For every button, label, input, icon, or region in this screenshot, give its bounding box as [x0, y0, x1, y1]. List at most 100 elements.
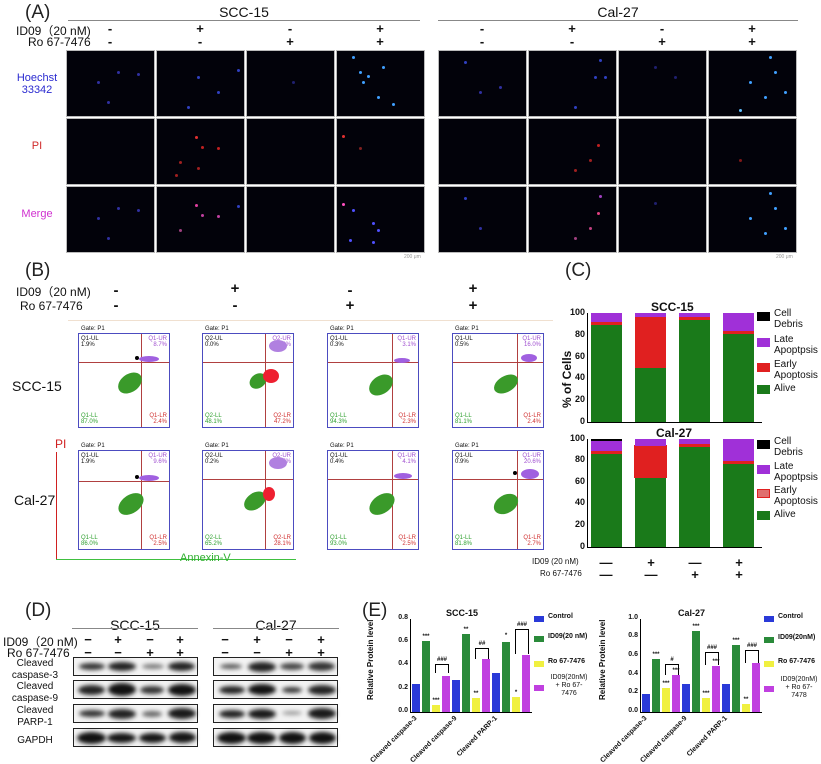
legend-swatch-late	[757, 465, 770, 474]
quadrant-ll-value: 81.8%	[455, 541, 473, 547]
gate-label: Gate: P1	[81, 326, 105, 332]
y-tick: 0	[579, 541, 585, 551]
chart-title: SCC-15	[651, 300, 694, 314]
treatment-label-ro: Ro 67-7476	[7, 646, 70, 660]
flow-plot: Gate: P1 Q2-UL 0.2% Q2-UR 6.5% Q2-LL 65.…	[202, 443, 294, 550]
bracket-marker: ##	[478, 641, 486, 647]
x-tick-label: Cleaved caspase-9	[409, 715, 459, 764]
row-label-scc15: SCC-15	[12, 378, 62, 394]
x-axis-label-annexin: Annexin-V	[180, 552, 231, 564]
y-tick: 0.0	[628, 707, 638, 714]
micrograph-merge	[66, 186, 155, 253]
quadrant-ur-value: 8.7%	[153, 342, 167, 348]
x-row-label-ro: Ro 67-7476	[540, 569, 582, 578]
y-tick: 0.2	[398, 684, 408, 691]
western-blot	[213, 704, 338, 723]
y-tick: 0.8	[628, 632, 638, 639]
micrograph-pi	[708, 118, 797, 185]
western-blot	[213, 680, 338, 699]
pm-sign: −	[84, 632, 92, 647]
annexin-axis-line	[56, 559, 296, 560]
significance-marker: ***	[702, 691, 710, 697]
quadrant-ll-value: 86.0%	[81, 541, 99, 547]
quadrant-lr-value: 2.5%	[402, 541, 416, 547]
quadrant-ur-value: 4.1%	[402, 459, 416, 465]
pm-sign: -	[659, 21, 665, 36]
gate-label: Gate: P1	[205, 326, 229, 332]
bracket-marker: #	[670, 657, 674, 663]
y-tick: 100	[569, 433, 585, 443]
micrograph-hoechst	[708, 50, 797, 117]
quadrant-ll: Q1-LL	[455, 413, 472, 419]
bar	[492, 673, 500, 712]
significance-marker: **	[473, 691, 479, 697]
y-tick: 1.0	[628, 614, 638, 621]
micrograph-merge	[528, 186, 617, 253]
legend-swatch-alive	[757, 511, 770, 520]
quadrant-ul: Q1-UL	[330, 453, 348, 459]
bracket-marker: ###	[706, 645, 717, 651]
quadrant-lr: Q1-LR	[149, 535, 167, 541]
legend-cell-debris: Cell Debris	[774, 308, 803, 330]
bar	[412, 684, 420, 712]
quadrant-ur-value: 9.6%	[153, 459, 167, 465]
quadrant-lr: Q2-LR	[273, 413, 291, 419]
quadrant-ur: Q1-UR	[148, 453, 167, 459]
legend-label: ID09(20nM) + Ro 67-7476	[550, 674, 588, 697]
quadrant-lr-value: 28.1%	[273, 541, 291, 547]
micrograph-pi	[66, 118, 155, 185]
significance-marker: **	[743, 697, 749, 703]
quadrant-lr: Q1-LR	[398, 535, 416, 541]
scale-bar: 200 μm	[404, 254, 421, 260]
legend-label: Ro 67-7476	[548, 658, 585, 665]
pm-sign: -	[569, 34, 575, 49]
panel-c-label: (C)	[565, 260, 592, 281]
bar	[482, 659, 490, 712]
legend-alive: Alive	[774, 383, 796, 394]
quadrant-lr-value: 2.7%	[527, 541, 541, 547]
quadrant-lr: Q2-LR	[273, 535, 291, 541]
western-blot	[213, 657, 338, 676]
quadrant-ul-value: 1.9%	[81, 459, 95, 465]
treatment-label-id09: ID09（20 nM)	[16, 285, 91, 299]
pm-sign: +	[468, 297, 478, 314]
x-tick-label: Cleaved caspase-9	[639, 715, 689, 764]
quadrant-lr-value: 2.5%	[153, 541, 167, 547]
x-tick-label: Cleaved PARP-1	[455, 715, 499, 759]
quadrant-ur: Q2-UR	[272, 336, 291, 342]
pm-sign: -	[113, 297, 119, 314]
micrograph-pi	[618, 118, 707, 185]
bar	[422, 641, 430, 712]
bracket-marker: ###	[516, 622, 527, 628]
pm-sign: -	[107, 21, 113, 36]
quadrant-ur-value: 20.6%	[523, 459, 541, 465]
treatment-label-id09: ID09（20 nM)	[16, 24, 91, 38]
micrograph-pi	[438, 118, 527, 185]
significance-marker: ***	[712, 659, 720, 665]
chart-title: Cal-27	[656, 426, 693, 440]
row-label-hoechst: Hoechst 33342	[16, 72, 58, 96]
pm-sign: −	[285, 632, 293, 647]
pm-sign: -	[107, 34, 113, 49]
row-label-merge: Merge	[21, 208, 53, 220]
pm-sign: -	[479, 21, 485, 36]
bracket	[475, 648, 489, 659]
flow-plot: Gate: P1 Q1-UL 0.9% Q1-UR 20.6% Q1-LL 81…	[452, 443, 544, 550]
x-tick-label: Cleaved PARP-1	[685, 715, 729, 759]
y-tick: 0.0	[398, 707, 408, 714]
micrograph-hoechst	[246, 50, 335, 117]
significance-marker: *	[504, 633, 508, 639]
quadrant-lr-value: 2.3%	[402, 419, 416, 425]
divider	[438, 20, 798, 21]
pm-sign: −	[146, 632, 154, 647]
quadrant-ll-value: 48.1%	[205, 419, 223, 425]
blot-group-cal27: Cal-27	[255, 617, 297, 633]
pm-sign: —	[599, 555, 613, 570]
y-tick: 60	[574, 476, 585, 486]
quadrant-ll: Q1-LL	[81, 413, 98, 419]
bar	[662, 688, 670, 712]
legend-label: Ro 67-7476	[778, 658, 815, 665]
legend-swatch-late	[757, 338, 770, 347]
quadrant-ur: Q1-UR	[397, 453, 416, 459]
micrograph-hoechst	[336, 50, 425, 117]
